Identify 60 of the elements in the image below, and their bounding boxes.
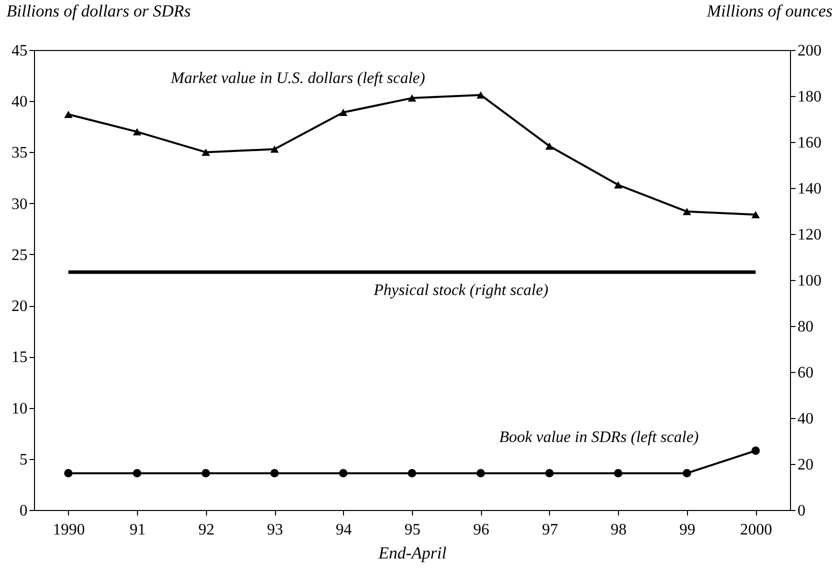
x-tick-label: 93 <box>267 522 284 538</box>
annotation: Market value in U.S. dollars (left scale) <box>170 70 426 87</box>
point <box>682 469 692 478</box>
x-tick-label: 95 <box>404 522 420 538</box>
x-tick-label: 94 <box>336 522 352 538</box>
y-tick-label: 5 <box>20 451 28 468</box>
y-tick-label: 45 <box>12 42 28 60</box>
point <box>408 469 416 478</box>
y2-tick-label: 180 <box>798 88 822 106</box>
y2-axis-title: Millions of ounces <box>706 2 833 20</box>
y2-tick-label: 200 <box>798 42 822 60</box>
point <box>751 210 760 218</box>
y-tick-label: 0 <box>20 502 28 520</box>
y2-tick-label: 40 <box>798 410 814 428</box>
point <box>270 469 279 478</box>
point <box>202 469 210 478</box>
y2-tick-label: 100 <box>798 272 822 290</box>
x-tick-label: 99 <box>679 522 696 538</box>
x-axis-title: End-April <box>378 544 447 562</box>
y-tick-label: 25 <box>12 246 28 264</box>
y-tick-label: 10 <box>12 400 28 418</box>
annotation: Physical stock (right scale) <box>372 282 548 299</box>
x-tick-label: 91 <box>130 522 146 538</box>
annotation: Book value in SDRs (left scale) <box>499 429 699 446</box>
point <box>270 146 279 153</box>
point <box>476 91 485 99</box>
point <box>339 469 348 478</box>
point <box>132 128 142 136</box>
y2-tick-label: 0 <box>798 502 806 520</box>
y2-tick-label: 80 <box>798 318 814 336</box>
y2-tick-label: 20 <box>798 456 814 474</box>
y-tick-label: 40 <box>12 94 28 111</box>
point <box>614 181 622 189</box>
y2-tick-label: 60 <box>798 364 814 382</box>
x-tick-label: 98 <box>610 522 627 538</box>
x-tick-label: 92 <box>198 522 214 538</box>
x-tick-label: 96 <box>473 522 490 538</box>
x-tick-label: 1990 <box>52 522 85 538</box>
y-tick-label: 20 <box>12 298 28 316</box>
x-tick-label: 2000 <box>740 522 772 538</box>
point <box>545 142 554 150</box>
point <box>476 469 485 478</box>
y2-tick-label: 120 <box>798 226 822 244</box>
point <box>202 148 210 156</box>
point <box>132 469 142 478</box>
y-tick-label: 30 <box>12 196 28 213</box>
point <box>682 208 692 216</box>
y-tick-label: 15 <box>12 349 28 366</box>
point <box>339 108 348 116</box>
point <box>751 446 760 455</box>
point <box>545 469 554 478</box>
y2-tick-label: 140 <box>798 180 822 198</box>
y2-tick-label: 160 <box>798 134 822 152</box>
y-tick-label: 35 <box>12 144 28 162</box>
x-tick-label: 97 <box>542 522 558 538</box>
point <box>614 469 622 478</box>
point <box>64 110 73 118</box>
point <box>64 469 73 478</box>
point <box>408 94 416 102</box>
y-axis-title: Billions of dollars or SDRs <box>6 2 192 20</box>
